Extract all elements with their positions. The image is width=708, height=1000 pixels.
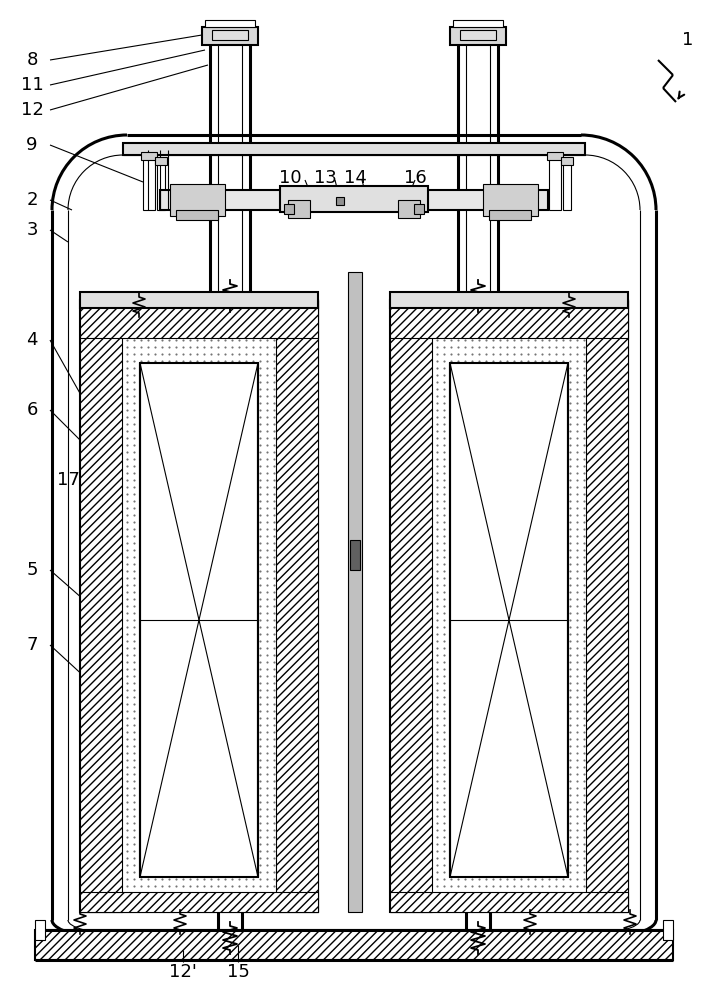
Bar (205, 20, 255, 27)
Bar (212, 30, 248, 40)
Text: 9: 9 (26, 136, 38, 154)
Bar (176, 210, 218, 220)
Text: 11: 11 (21, 76, 43, 94)
Text: 16: 16 (404, 169, 426, 187)
Text: 14: 14 (343, 169, 367, 187)
Bar (336, 197, 344, 205)
Bar (284, 204, 294, 214)
Bar (280, 186, 428, 212)
Text: 3: 3 (26, 221, 38, 239)
Bar (143, 155, 155, 210)
Bar (663, 920, 673, 940)
Bar (398, 200, 420, 218)
Bar (489, 210, 531, 220)
Text: 12': 12' (169, 963, 197, 981)
Bar (80, 300, 318, 912)
Bar (35, 920, 45, 940)
Bar (80, 300, 122, 912)
Text: 8: 8 (26, 51, 38, 69)
Bar (348, 272, 362, 912)
Bar (390, 300, 628, 912)
Bar (561, 157, 573, 165)
Bar (390, 300, 628, 338)
Bar (157, 160, 165, 210)
Bar (450, 363, 568, 877)
Text: 15: 15 (227, 963, 249, 981)
Bar (155, 157, 167, 165)
Bar (160, 190, 548, 210)
Text: 17: 17 (57, 471, 79, 489)
Bar (276, 300, 318, 912)
Bar (288, 200, 310, 218)
Text: 6: 6 (26, 401, 38, 419)
Bar (414, 204, 424, 214)
Bar (170, 184, 225, 216)
Bar (80, 892, 318, 912)
Text: 12: 12 (21, 101, 43, 119)
Bar (350, 540, 360, 570)
Text: 7: 7 (26, 636, 38, 654)
Text: 2: 2 (26, 191, 38, 209)
Bar (460, 30, 496, 40)
Bar (483, 184, 538, 216)
Bar (563, 160, 571, 210)
Text: 13: 13 (314, 169, 336, 187)
Bar (450, 27, 506, 45)
Bar (141, 152, 157, 160)
Bar (390, 292, 628, 308)
Bar (390, 892, 628, 912)
Bar (453, 20, 503, 27)
Bar (80, 292, 318, 308)
Bar (80, 300, 318, 338)
Text: 1: 1 (683, 31, 694, 49)
Bar (123, 143, 585, 155)
Bar (140, 363, 258, 877)
Text: 10: 10 (279, 169, 302, 187)
Text: 4: 4 (26, 331, 38, 349)
Bar (549, 155, 561, 210)
Bar (586, 300, 628, 912)
Bar (547, 152, 563, 160)
Text: 5: 5 (26, 561, 38, 579)
Bar (390, 300, 432, 912)
Bar (35, 930, 673, 960)
Bar (202, 27, 258, 45)
